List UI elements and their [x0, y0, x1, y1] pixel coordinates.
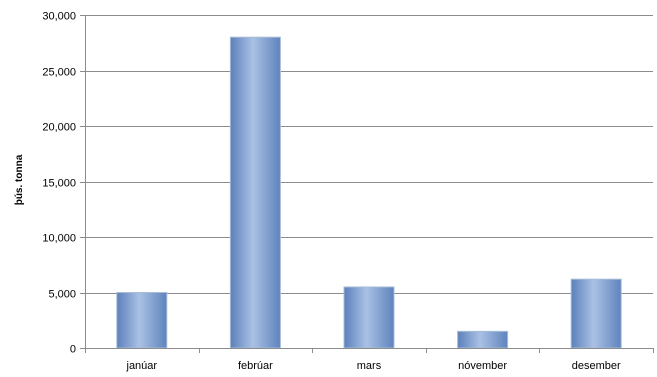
- y-tick-label: 20,000: [42, 122, 76, 134]
- axes: 0 5,000 10,000 15,000 20,000 25,000 30,000 janú…: [42, 11, 654, 372]
- y-tick-label: 25,000: [42, 67, 76, 79]
- x-tick-label: nóvember: [458, 360, 507, 372]
- y-tick-label: 15,000: [42, 178, 76, 190]
- x-tick-label: febrúar: [238, 360, 273, 372]
- bar-1: [116, 292, 168, 349]
- bar-3: [343, 286, 395, 349]
- y-tick-label: 5,000: [48, 289, 76, 301]
- y-axis-label: þús. tonna: [14, 154, 25, 205]
- bar-2: [229, 36, 281, 349]
- bars: [116, 36, 622, 349]
- bar-4: [457, 330, 509, 349]
- y-tick-label: 30,000: [42, 11, 76, 23]
- x-tick-label: desember: [572, 360, 621, 372]
- y-tick-label: 0: [70, 344, 76, 356]
- bar-5: [570, 278, 622, 349]
- x-tick-label: janúar: [126, 360, 158, 372]
- gridlines: [85, 15, 653, 294]
- x-tick-label: mars: [357, 360, 382, 372]
- y-tick-label: 10,000: [42, 233, 76, 245]
